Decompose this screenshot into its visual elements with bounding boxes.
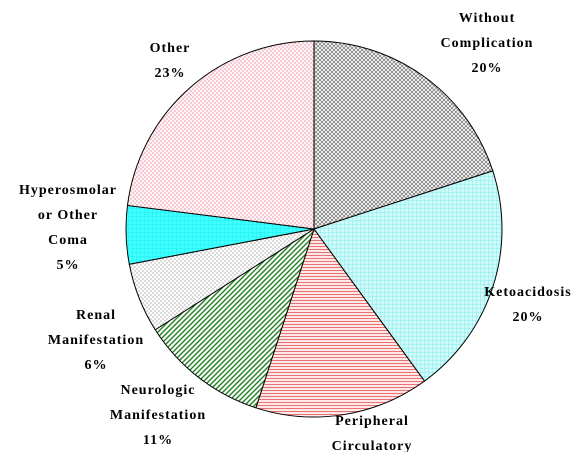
slice-label: Without Complication 20% <box>407 6 567 81</box>
category-name: Peripheral Circulatory <box>331 414 413 452</box>
category-name: Other <box>149 41 191 56</box>
category-name: Hyperosmolar or Other Coma <box>18 183 118 248</box>
pie-slice <box>154 227 315 409</box>
slice-label: Neurologic Manifestation 11% <box>78 378 238 452</box>
slice-label: Renal Manifestation 6% <box>16 303 176 378</box>
slice-label: Hyperosmolar or Other Coma 5% <box>0 178 148 278</box>
value-label: 11% <box>142 433 174 448</box>
value-label: 23% <box>154 66 186 81</box>
value-label: 5% <box>56 258 80 273</box>
pie-slice <box>313 40 494 230</box>
slice-label: Other 23% <box>90 36 250 86</box>
slice-label: Peripheral Circulatory <box>292 409 452 452</box>
pie-slice <box>255 227 426 418</box>
category-name: Without Complication <box>440 11 534 51</box>
category-name: Ketoacidosis <box>484 285 572 300</box>
pie-slice <box>126 40 315 230</box>
value-label: 6% <box>84 358 108 373</box>
category-name: Neurologic Manifestation <box>109 383 207 423</box>
category-name: Renal Manifestation <box>47 308 145 348</box>
slice-label: Ketoacidosis 20% <box>448 280 585 330</box>
pie-slice <box>313 170 503 382</box>
value-label: 20% <box>471 61 503 76</box>
value-label: 20% <box>512 310 544 325</box>
